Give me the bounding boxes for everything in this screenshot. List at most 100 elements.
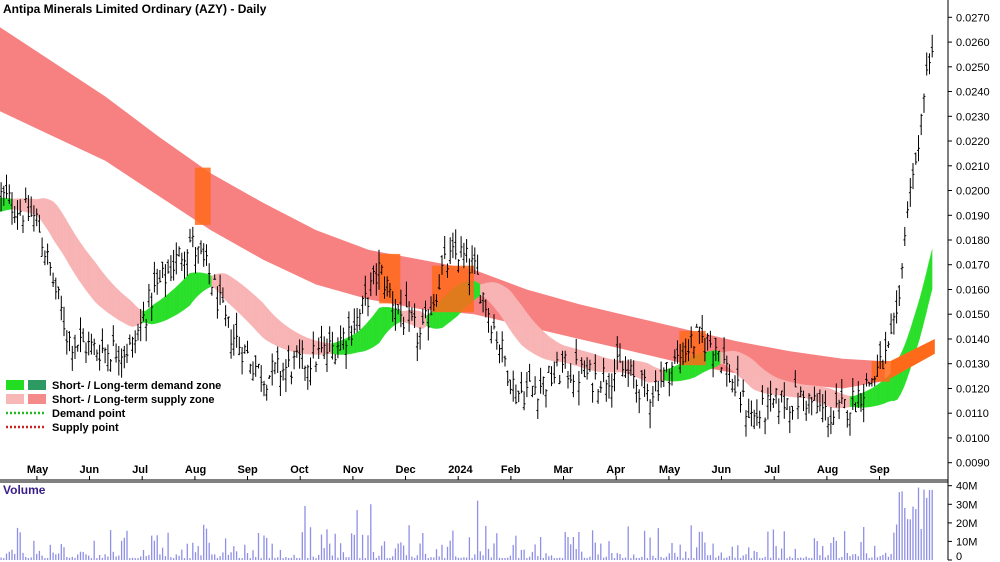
short-term-band-segment <box>552 339 557 362</box>
ohlc-bar <box>802 390 805 412</box>
short-term-band-segment <box>635 360 639 379</box>
month-tick-label: Sep <box>238 464 258 476</box>
ohlc-bar <box>76 344 80 352</box>
ohlc-bar <box>695 323 699 328</box>
ohlc-bar <box>103 347 107 364</box>
ohlc-bar <box>930 34 934 58</box>
ohlc-bar <box>259 365 263 392</box>
short-term-band-segment <box>75 235 80 281</box>
ohlc-bar <box>51 272 55 287</box>
legend-label: Demand point <box>52 408 126 420</box>
ohlc-bar <box>719 367 723 374</box>
ohlc-bar <box>500 331 504 363</box>
price-tick-label: 0.0160 <box>956 285 990 297</box>
short-term-band-segment <box>227 274 231 306</box>
ohlc-bar <box>394 299 397 331</box>
ohlc-bar <box>845 410 849 428</box>
ohlc-bar <box>87 331 91 356</box>
ohlc-bar <box>780 390 783 403</box>
ohlc-bar <box>607 373 611 399</box>
ohlc-bar <box>106 344 110 372</box>
ohlc-bar <box>774 388 778 404</box>
short-term-band-segment <box>922 274 927 328</box>
short-term-band-segment <box>505 287 509 329</box>
ohlc-bar <box>541 376 545 395</box>
ohlc-bar <box>487 308 490 333</box>
ohlc-bar <box>254 355 258 377</box>
ohlc-bar <box>895 290 898 324</box>
short-term-band-segment <box>657 368 661 382</box>
short-term-band-segment <box>868 387 873 408</box>
ohlc-bar <box>139 308 143 342</box>
ohlc-bar <box>18 199 22 216</box>
short-term-band-segment <box>179 279 184 313</box>
ohlc-bar <box>911 163 915 190</box>
ohlc-bar <box>517 390 521 403</box>
ohlc-bar <box>525 371 529 398</box>
ohlc-bar <box>520 371 523 394</box>
ohlc-bar <box>791 405 794 420</box>
ohlc-bar <box>265 384 269 401</box>
ohlc-bar <box>144 319 148 342</box>
ohlc-bar <box>328 326 332 352</box>
short-term-band-segment <box>246 287 250 324</box>
ohlc-bar <box>889 313 893 335</box>
ohlc-bar <box>62 306 66 337</box>
ohlc-bar <box>317 337 321 359</box>
ohlc-bar <box>240 347 244 375</box>
short-term-band-segment <box>540 328 544 359</box>
ohlc-bar <box>591 382 594 403</box>
short-term-band-segment <box>578 349 582 368</box>
ohlc-bar <box>363 275 367 306</box>
supply-zone-touch <box>194 167 211 225</box>
ohlc-bar <box>221 287 225 303</box>
short-term-band-segment <box>597 354 601 372</box>
ohlc-bar <box>90 333 93 355</box>
ohlc-bar <box>481 292 485 313</box>
short-term-band-segment <box>353 332 358 354</box>
ohlc-bar <box>101 328 104 354</box>
short-term-band-segment <box>372 311 377 348</box>
ohlc-bar <box>374 263 378 296</box>
price-tick-label: 0.0260 <box>956 37 990 49</box>
ohlc-bar <box>503 355 507 367</box>
short-term-band-segment <box>732 350 737 375</box>
short-term-band-segment <box>104 273 108 313</box>
ohlc-bar <box>114 343 118 363</box>
ohlc-bar <box>511 370 515 402</box>
short-term-band-segment <box>268 309 272 344</box>
ohlc-bar <box>826 417 830 438</box>
ohlc-bar <box>572 374 575 398</box>
ohlc-bar <box>426 309 430 341</box>
ohlc-bar <box>10 192 14 225</box>
short-term-band-segment <box>928 249 933 302</box>
ohlc-bar <box>646 383 649 402</box>
legend-entry: Demand point <box>6 408 126 420</box>
ohlc-bar <box>580 357 584 374</box>
short-term-band-segment <box>135 305 140 327</box>
ohlc-bar <box>164 264 167 297</box>
ohlc-bar <box>306 364 310 390</box>
short-term-band-segment <box>363 323 367 352</box>
month-tick-label: Jun <box>80 464 100 476</box>
short-term-band-segment <box>94 261 99 305</box>
ohlc-bar <box>922 93 926 113</box>
ohlc-bar <box>908 178 912 207</box>
short-term-band-segment <box>616 360 620 373</box>
short-term-band-segment <box>514 296 519 342</box>
short-term-band-segment <box>265 305 269 342</box>
ohlc-bar <box>320 325 323 353</box>
ohlc-bar <box>131 336 134 358</box>
short-term-band-segment <box>240 282 244 318</box>
ohlc-bar <box>468 258 471 296</box>
ohlc-bar <box>897 285 901 306</box>
short-term-band-segment <box>745 355 750 386</box>
ohlc-bar <box>561 350 564 373</box>
ohlc-bar <box>448 237 452 265</box>
ohlc-bar <box>95 349 99 362</box>
ohlc-bar <box>65 330 69 355</box>
price-tick-label: 0.0240 <box>956 87 990 99</box>
price-tick-label: 0.0220 <box>956 136 990 148</box>
month-tick-label: Jun <box>712 464 732 476</box>
price-tick-label: 0.0210 <box>956 161 990 173</box>
